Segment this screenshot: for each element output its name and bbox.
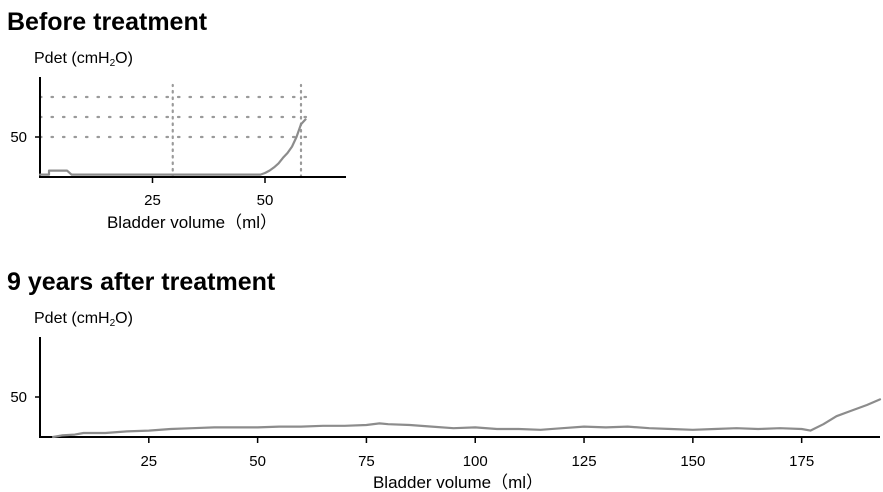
x-axis-label: Bladder volume（ml）: [373, 473, 543, 492]
y-tick-label: 50: [10, 129, 27, 146]
x-tick-label: 25: [140, 453, 157, 470]
x-tick-label: 50: [257, 192, 274, 209]
y-axis-label-text: Pdet (cmH: [34, 50, 110, 67]
y-axis-label-after: Pdet (cmH2O): [34, 310, 133, 329]
x-tick-label: 175: [789, 453, 814, 470]
chart-before: 25 50 50 Bladder volume（ml）: [10, 77, 346, 232]
y-axis-label-text: Pdet (cmH: [34, 310, 110, 327]
x-tick-label: 125: [572, 453, 597, 470]
x-tick-label: 25: [144, 192, 161, 209]
y-axis-label-text-end: O): [115, 50, 133, 67]
series-line: [51, 398, 882, 439]
series-line: [38, 118, 307, 176]
chart-title-before: Before treatment: [7, 8, 208, 36]
y-axis-label-before: Pdet (cmH2O): [34, 50, 133, 69]
chart-after: 25 50 75 100 125 150 175 50 Bladder volume（ml）: [10, 337, 882, 492]
y-axis-label-subscript: 2: [109, 318, 116, 329]
y-axis-label-subscript: 2: [109, 58, 116, 69]
y-tick-label: 50: [10, 389, 27, 406]
chart-title-after: 9 years after treatment: [7, 268, 276, 296]
x-axis-label: Bladder volume（ml）: [107, 213, 277, 232]
x-tick-label: 50: [249, 453, 266, 470]
x-tick-label: 100: [463, 453, 488, 470]
x-tick-label: 75: [358, 453, 375, 470]
y-axis-label-text-end: O): [115, 310, 133, 327]
x-tick-label: 150: [680, 453, 705, 470]
